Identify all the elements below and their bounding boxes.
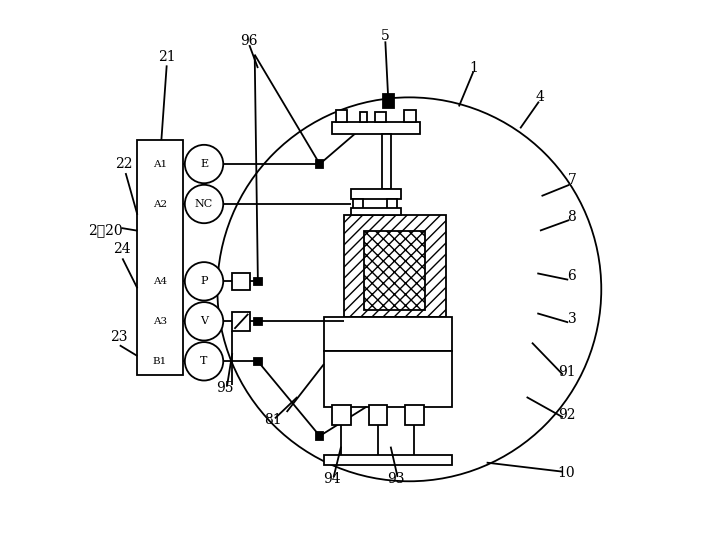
- Text: B1: B1: [153, 357, 167, 366]
- Text: 6: 6: [567, 269, 576, 283]
- Bar: [324, 317, 452, 351]
- Bar: [382, 133, 391, 189]
- Text: 94: 94: [323, 472, 341, 486]
- Text: 8: 8: [567, 210, 576, 225]
- Text: 7: 7: [567, 173, 577, 187]
- Text: A4: A4: [153, 277, 167, 286]
- Bar: [353, 199, 363, 210]
- Text: 1: 1: [469, 61, 478, 75]
- Bar: [345, 215, 446, 317]
- Bar: [351, 317, 439, 324]
- Bar: [254, 278, 261, 285]
- Text: V: V: [200, 316, 208, 326]
- Text: A1: A1: [153, 160, 167, 168]
- Bar: [404, 110, 416, 122]
- Text: A3: A3: [153, 317, 167, 326]
- Text: T: T: [200, 356, 208, 366]
- Circle shape: [185, 262, 224, 301]
- Bar: [405, 405, 424, 425]
- Bar: [375, 113, 387, 122]
- Bar: [324, 455, 452, 465]
- Bar: [254, 358, 261, 365]
- Text: A2: A2: [153, 199, 167, 209]
- Text: 93: 93: [387, 472, 404, 486]
- Text: E: E: [200, 159, 208, 169]
- Bar: [324, 351, 452, 407]
- Text: 5: 5: [381, 29, 389, 43]
- Text: 91: 91: [557, 365, 575, 379]
- Bar: [137, 140, 183, 375]
- Bar: [232, 312, 251, 331]
- Text: 95: 95: [216, 381, 234, 395]
- Text: 3: 3: [567, 311, 576, 326]
- Text: NC: NC: [195, 199, 213, 209]
- Circle shape: [185, 185, 224, 223]
- Circle shape: [217, 98, 601, 481]
- Circle shape: [185, 145, 224, 183]
- Text: 24: 24: [112, 242, 130, 256]
- Bar: [383, 94, 394, 108]
- Text: 4: 4: [535, 91, 545, 105]
- Bar: [332, 405, 351, 425]
- Circle shape: [185, 342, 224, 381]
- Text: 92: 92: [558, 408, 575, 422]
- Circle shape: [185, 302, 224, 340]
- Text: 96: 96: [241, 34, 258, 48]
- Text: P: P: [200, 277, 208, 286]
- Bar: [364, 230, 425, 310]
- Text: 23: 23: [110, 330, 127, 344]
- Bar: [360, 113, 367, 122]
- Text: 10: 10: [557, 466, 575, 480]
- Text: 21: 21: [158, 50, 176, 64]
- Bar: [387, 199, 397, 210]
- Text: 81: 81: [265, 413, 282, 427]
- Bar: [332, 122, 420, 133]
- Bar: [369, 405, 387, 425]
- Text: 2、20: 2、20: [88, 224, 122, 237]
- Bar: [336, 110, 347, 122]
- Bar: [254, 318, 261, 325]
- Text: 22: 22: [115, 157, 133, 171]
- Bar: [351, 189, 402, 199]
- Bar: [351, 209, 402, 215]
- Bar: [232, 273, 251, 291]
- Bar: [316, 432, 323, 440]
- Bar: [316, 160, 323, 168]
